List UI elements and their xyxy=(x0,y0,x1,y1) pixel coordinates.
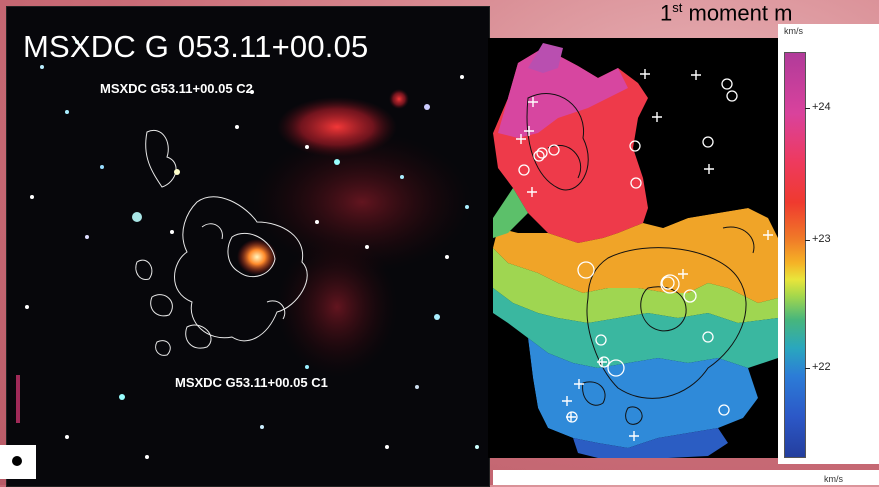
circle-markers xyxy=(518,78,738,423)
contours xyxy=(135,129,308,356)
colorbar-unit: km/s xyxy=(784,26,803,36)
moment-map-title: 1st moment m xyxy=(660,0,793,26)
infrared-image xyxy=(25,40,479,459)
velocity-colorbar xyxy=(784,52,806,458)
bottom-colorbar-unit: km/s xyxy=(824,474,843,484)
colorbar-tick-label: +23 xyxy=(812,233,831,245)
beam-dot xyxy=(12,456,22,466)
colorbar-tick-label: +24 xyxy=(812,101,831,113)
field-title: MSXDC G 053.11+00.05 xyxy=(23,29,369,64)
nebula-emission xyxy=(237,89,472,377)
colorbar-tick-label: +22 xyxy=(812,361,831,373)
moment-contours xyxy=(526,93,755,425)
moment-map-panel xyxy=(488,38,778,458)
colorbar-tick xyxy=(805,368,810,369)
label-clump-c1: MSXDC G53.11+00.05 C1 xyxy=(175,375,328,390)
next-panel-edge xyxy=(493,470,879,485)
plus-markers xyxy=(516,69,773,441)
colorbar-tick xyxy=(805,240,810,241)
label-clump-c2: MSXDC G53.11+00.05 C2 xyxy=(100,81,253,96)
infrared-image-panel: MSXDC G 053.11+00.05 MSXDC G53.11+00.05 … xyxy=(6,6,490,487)
stars xyxy=(25,40,479,459)
colorbar-tick xyxy=(805,108,810,109)
scale-bar xyxy=(16,375,20,423)
moment-map xyxy=(488,38,778,458)
